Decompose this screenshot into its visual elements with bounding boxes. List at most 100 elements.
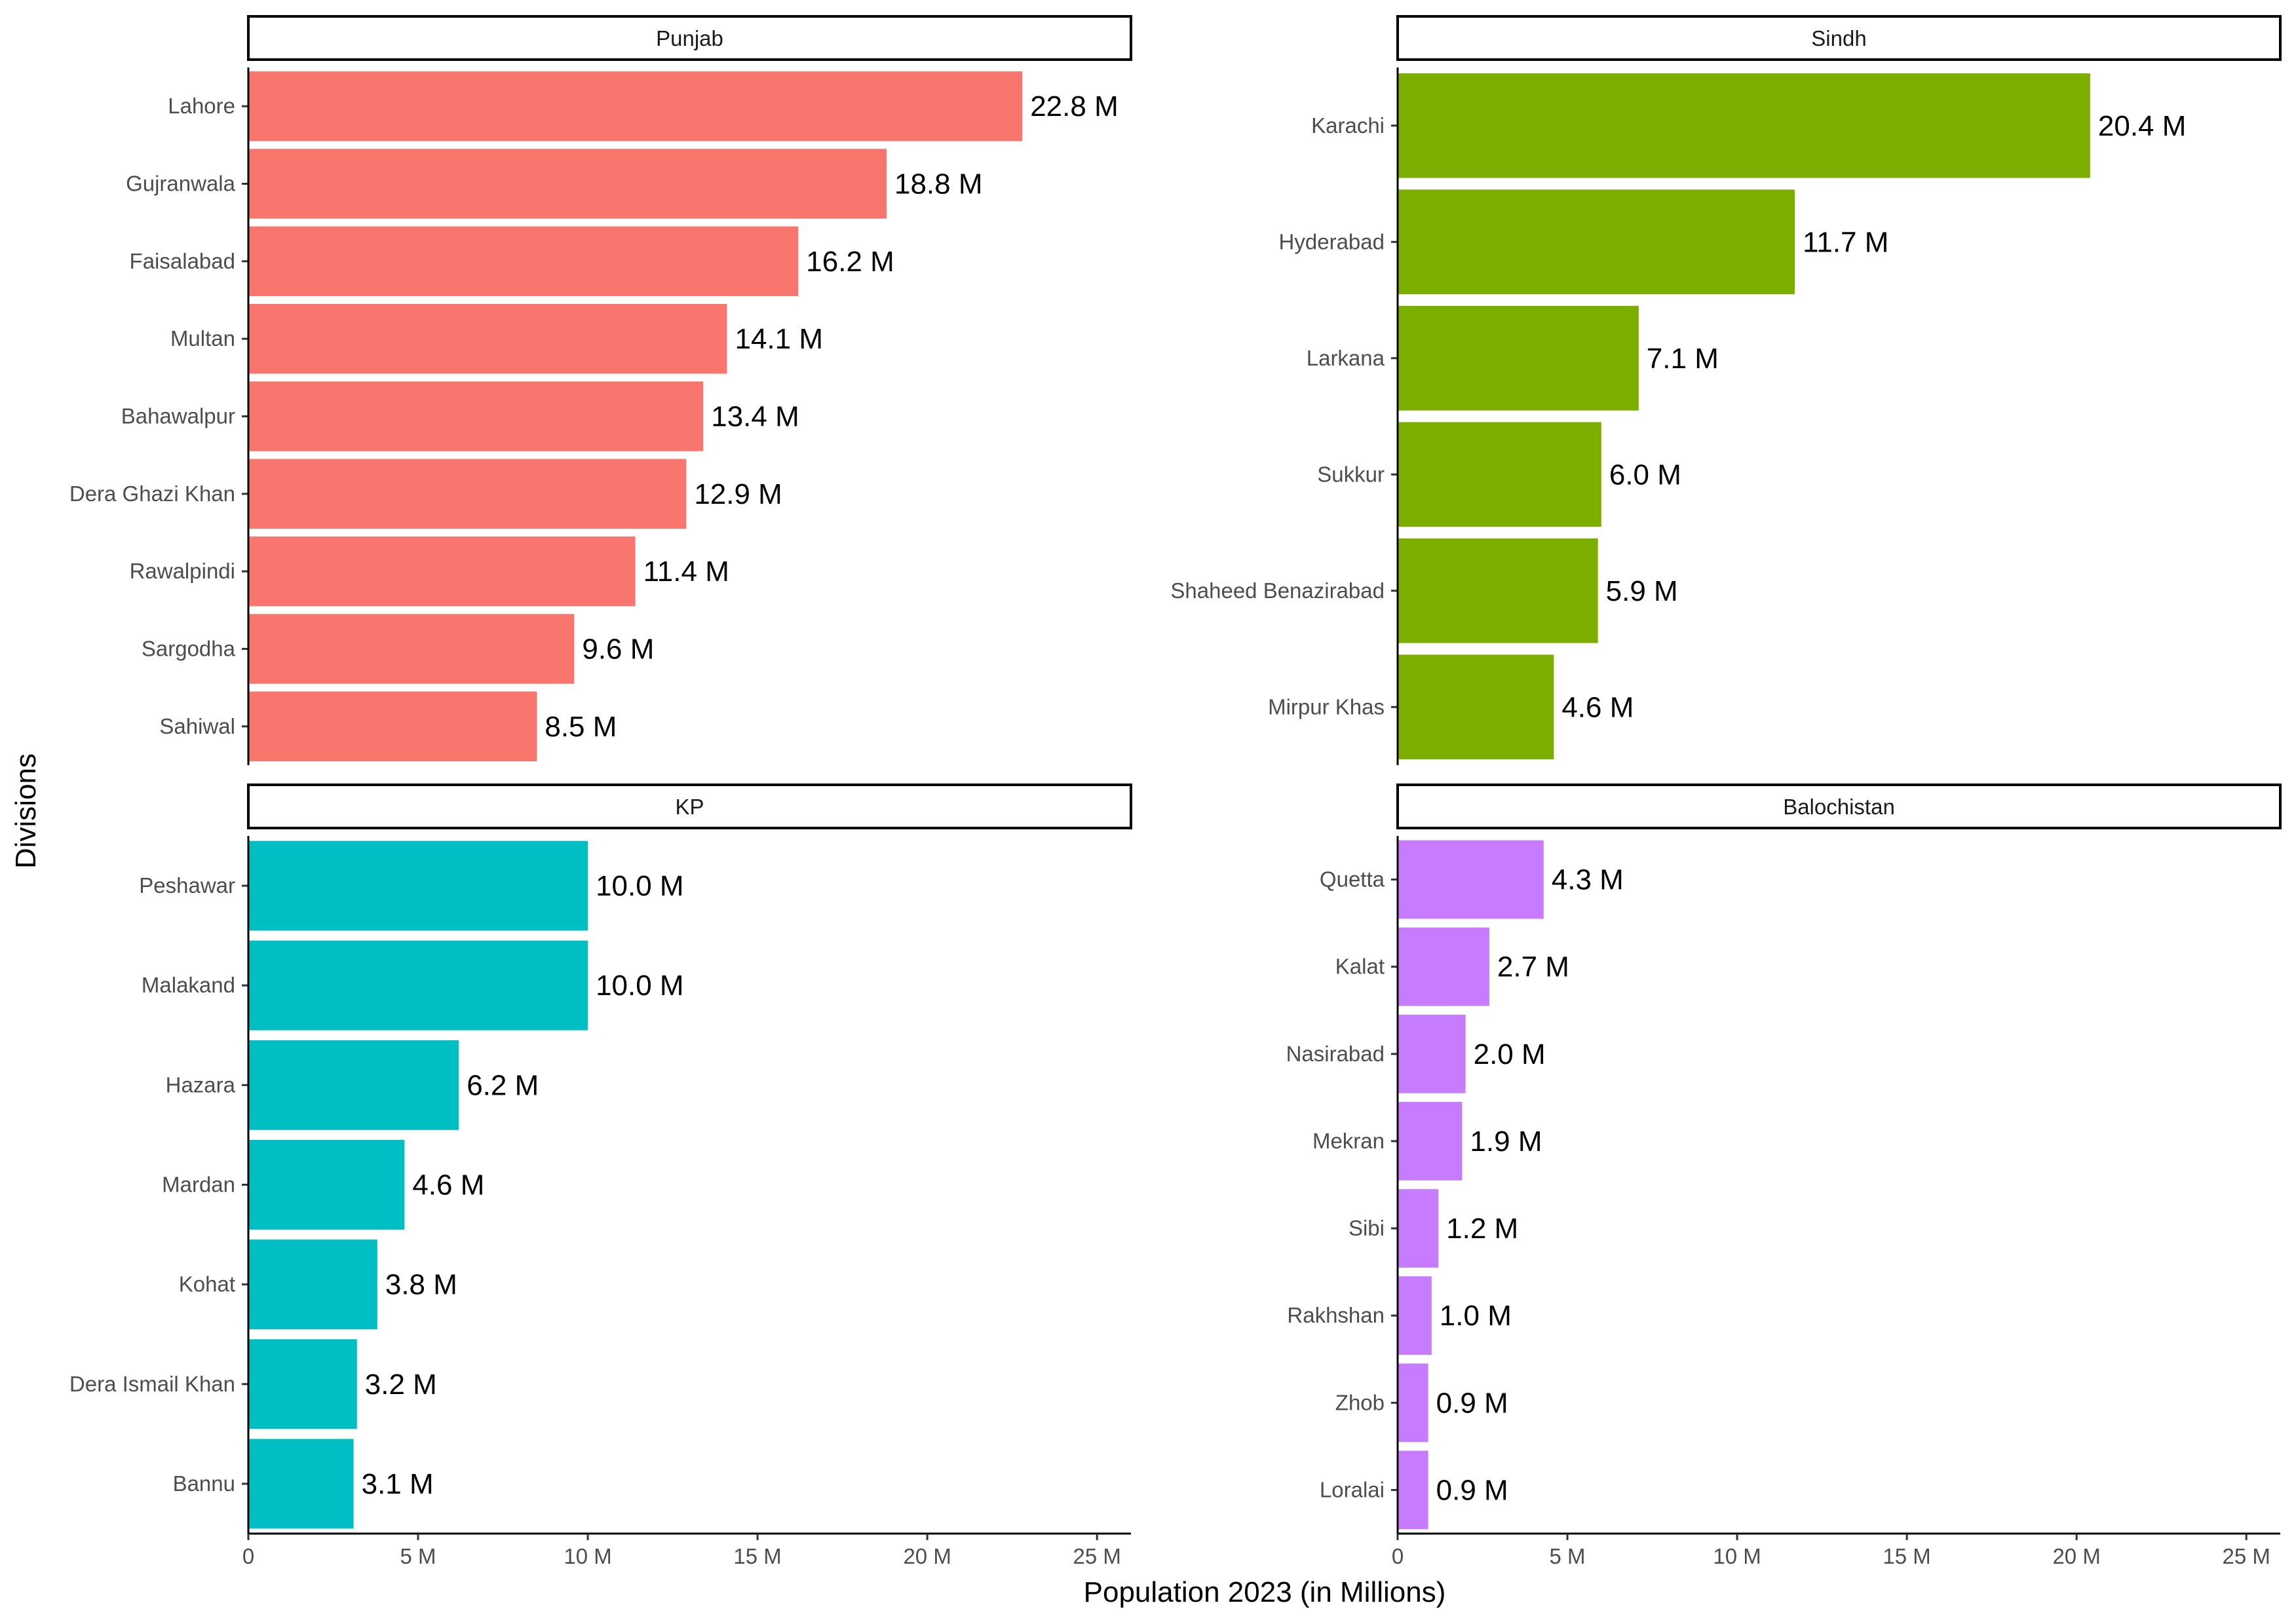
category-label: Zhob xyxy=(1335,1390,1385,1414)
category-label: Bannu xyxy=(173,1471,235,1496)
x-tick-label: 0 xyxy=(1392,1544,1404,1568)
data-label: 9.6 M xyxy=(582,633,654,666)
x-tick-label: 5 M xyxy=(400,1544,436,1568)
x-tick-label: 15 M xyxy=(733,1544,781,1568)
data-label: 11.4 M xyxy=(643,556,729,588)
bar xyxy=(1398,927,1489,1006)
bar xyxy=(1398,1189,1439,1268)
data-label: 3.1 M xyxy=(362,1468,434,1500)
data-label: 1.2 M xyxy=(1446,1213,1518,1245)
category-label: Kohat xyxy=(179,1272,235,1296)
data-label: 2.7 M xyxy=(1497,951,1569,983)
category-label: Lahore xyxy=(168,94,235,118)
bar xyxy=(248,1140,405,1230)
bar xyxy=(248,1339,357,1429)
bar xyxy=(1398,73,2090,178)
facet-strip xyxy=(1396,784,2282,829)
bar xyxy=(1398,538,1598,643)
data-label: 2.0 M xyxy=(1474,1038,1546,1070)
data-label: 14.1 M xyxy=(735,323,823,355)
category-label: Hyderabad xyxy=(1279,229,1385,254)
x-tick-label: 20 M xyxy=(2052,1544,2100,1568)
bar xyxy=(248,303,727,374)
bar xyxy=(248,840,588,931)
facet-strip xyxy=(1396,15,2282,61)
bar xyxy=(248,1439,354,1529)
bar xyxy=(248,691,537,762)
category-label: Hazara xyxy=(166,1072,236,1097)
bar xyxy=(1398,189,1795,295)
x-tick-label: 20 M xyxy=(903,1544,951,1568)
category-label: Rawalpindi xyxy=(130,559,235,583)
x-tick-label: 5 M xyxy=(1550,1544,1586,1568)
data-label: 22.8 M xyxy=(1030,90,1119,123)
bar xyxy=(248,226,799,297)
category-label: Faisalabad xyxy=(130,249,235,273)
bar xyxy=(1398,1102,1463,1180)
bar xyxy=(1398,654,1554,760)
bar xyxy=(1398,1450,1428,1530)
panel-sindh: Sindh 20.4 M Karachi 11.7 M Hyderabad 7.1 M La… xyxy=(1170,15,2282,765)
data-label: 1.0 M xyxy=(1440,1300,1512,1332)
data-label: 5.9 M xyxy=(1606,575,1678,607)
data-label: 3.8 M xyxy=(385,1269,457,1301)
bar xyxy=(248,1239,377,1330)
bar xyxy=(248,614,575,684)
x-axis-title: Population 2023 (in Millions) xyxy=(1084,1576,1446,1608)
category-label: Kalat xyxy=(1335,954,1385,979)
category-label: Mardan xyxy=(162,1173,235,1197)
facet-strip-title: Sindh xyxy=(1811,26,1866,50)
bar xyxy=(1398,305,1639,411)
data-label: 6.0 M xyxy=(1609,459,1681,491)
category-label: Multan xyxy=(170,326,235,350)
data-label: 4.3 M xyxy=(1552,864,1624,896)
category-label: Gujranwala xyxy=(126,172,236,196)
category-label: Peshawar xyxy=(139,873,235,897)
bar xyxy=(248,381,704,451)
category-label: Larkana xyxy=(1307,346,1385,370)
data-label: 18.8 M xyxy=(894,168,983,200)
facet-strip-title: Punjab xyxy=(656,26,723,50)
data-label: 20.4 M xyxy=(2098,110,2187,142)
bar xyxy=(1398,1014,1466,1093)
facet-strip-title: KP xyxy=(675,795,704,819)
category-label: Loralai xyxy=(1320,1477,1385,1501)
x-tick-label: 25 M xyxy=(1073,1544,1121,1568)
data-label: 0.9 M xyxy=(1436,1387,1508,1419)
bar xyxy=(1398,422,1601,527)
x-tick-label: 15 M xyxy=(1883,1544,1930,1568)
data-label: 0.9 M xyxy=(1436,1474,1508,1506)
facet-strip xyxy=(247,784,1132,829)
category-label: Sukkur xyxy=(1317,462,1385,486)
category-label: Dera Ismail Khan xyxy=(69,1372,235,1396)
bar xyxy=(248,149,887,219)
y-axis-title: Divisions xyxy=(10,753,42,869)
bar xyxy=(1398,1363,1428,1443)
data-label: 4.6 M xyxy=(1561,691,1634,723)
category-label: Dera Ghazi Khan xyxy=(69,482,235,506)
x-tick-label: 10 M xyxy=(1713,1544,1761,1568)
data-label: 13.4 M xyxy=(711,401,799,433)
data-label: 10.0 M xyxy=(596,970,684,1002)
bar xyxy=(248,71,1023,142)
data-label: 1.9 M xyxy=(1470,1125,1542,1158)
bar xyxy=(248,940,588,1030)
data-label: 8.5 M xyxy=(545,711,617,743)
data-label: 12.9 M xyxy=(694,478,782,510)
data-label: 10.0 M xyxy=(596,870,684,902)
panel-balochistan: Balochistan 4.3 M Quetta 2.7 M Kalat 2.0 M Nas… xyxy=(1286,784,2282,1568)
data-label: 11.7 M xyxy=(1803,226,1888,258)
facet-strip xyxy=(247,15,1132,61)
bar xyxy=(248,536,636,607)
category-label: Mekran xyxy=(1312,1129,1385,1153)
bar xyxy=(248,459,687,529)
x-tick-label: 0 xyxy=(242,1544,254,1568)
category-label: Nasirabad xyxy=(1286,1042,1385,1066)
panel-kp: KP 10.0 M Peshawar 10.0 M Malakand 6.2 M Hazar… xyxy=(69,784,1132,1568)
data-label: 3.2 M xyxy=(365,1369,437,1401)
data-label: 7.1 M xyxy=(1647,343,1719,375)
x-tick-label: 10 M xyxy=(564,1544,611,1568)
panels: Punjab 22.8 M Lahore 18.8 M Gujranwala 16.2 M… xyxy=(69,15,2282,1568)
category-label: Shaheed Benazirabad xyxy=(1170,578,1385,603)
data-label: 6.2 M xyxy=(467,1069,539,1101)
